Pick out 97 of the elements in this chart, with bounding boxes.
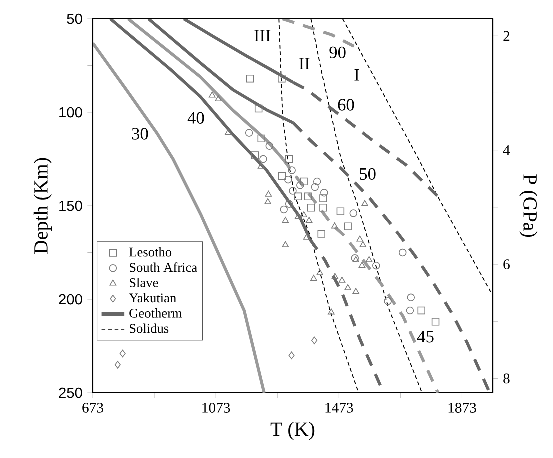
point xyxy=(246,74,254,83)
point xyxy=(318,230,326,238)
point xyxy=(289,187,297,195)
point xyxy=(224,129,232,136)
annotation: 30 xyxy=(132,128,148,140)
point xyxy=(313,178,322,186)
y2-tick-label: 2 xyxy=(504,31,510,41)
annotation: II xyxy=(299,58,310,70)
point xyxy=(266,142,274,150)
point xyxy=(398,248,407,257)
point xyxy=(336,208,345,216)
point xyxy=(432,318,440,326)
point xyxy=(356,236,364,242)
y2-tick-label: 8 xyxy=(504,374,510,384)
point xyxy=(215,96,222,102)
y-tick-label: 200 xyxy=(59,294,82,305)
point xyxy=(284,176,292,184)
point xyxy=(303,234,310,240)
point xyxy=(320,204,328,212)
point xyxy=(358,262,366,268)
point xyxy=(418,306,426,315)
point xyxy=(300,211,308,218)
point xyxy=(285,155,294,164)
point xyxy=(288,166,296,174)
point xyxy=(320,189,328,197)
point xyxy=(278,74,286,83)
point xyxy=(208,92,216,98)
point xyxy=(332,273,339,280)
point xyxy=(360,241,367,248)
point xyxy=(278,172,286,180)
point xyxy=(366,256,373,262)
annotation: 90 xyxy=(330,46,346,59)
point xyxy=(331,222,338,229)
y2-tick-label: 6 xyxy=(504,260,510,270)
point xyxy=(350,210,358,218)
y2-axis-title: P (GPa) xyxy=(520,174,538,238)
point xyxy=(406,306,414,315)
point xyxy=(280,206,288,214)
legend-label: Geotherm xyxy=(130,308,182,318)
point xyxy=(251,152,260,160)
point xyxy=(316,269,324,276)
y-tick-label: 250 xyxy=(59,388,82,398)
point xyxy=(300,178,308,186)
point xyxy=(254,104,263,113)
annotation: 60 xyxy=(338,99,354,111)
point xyxy=(282,217,290,224)
point xyxy=(282,241,290,248)
y-tick-label: 50 xyxy=(67,14,82,24)
point xyxy=(258,162,265,169)
annotation: I xyxy=(354,69,360,81)
point xyxy=(260,155,268,164)
point xyxy=(120,350,126,358)
annotation: III xyxy=(254,30,271,42)
point xyxy=(285,200,294,208)
point xyxy=(320,194,328,202)
y-tick-label: 150 xyxy=(60,200,82,212)
point xyxy=(384,298,392,306)
point xyxy=(304,192,312,201)
point xyxy=(407,294,416,302)
point xyxy=(312,336,318,345)
point xyxy=(294,192,302,201)
x-tick-label: 1473 xyxy=(326,403,354,413)
point xyxy=(372,262,380,270)
line-series xyxy=(93,42,266,394)
x-axis-title: T (K) xyxy=(270,422,315,440)
point xyxy=(288,352,295,360)
point xyxy=(338,276,346,283)
point xyxy=(294,213,302,220)
point xyxy=(344,222,352,230)
y2-tick-label: 4 xyxy=(503,146,510,156)
legend-label: Solidus xyxy=(130,324,169,334)
annotation: 40 xyxy=(188,112,204,124)
point xyxy=(258,134,266,143)
legend-label: South Africa xyxy=(130,262,198,272)
point xyxy=(352,288,360,294)
point xyxy=(311,183,320,192)
y-axis-title: Depth (Km) xyxy=(34,158,52,254)
point xyxy=(328,308,335,315)
point xyxy=(264,198,272,204)
point xyxy=(114,361,121,369)
y-tick-label: 100 xyxy=(60,107,82,118)
legend-label: Lesotho xyxy=(129,247,172,257)
point xyxy=(245,129,254,137)
point xyxy=(362,200,368,206)
point xyxy=(296,182,304,190)
x-tick-label: 673 xyxy=(82,403,104,413)
point xyxy=(310,275,318,282)
point xyxy=(307,204,316,212)
legend-label: Slave xyxy=(130,278,158,288)
legend-label: Yakutian xyxy=(129,293,176,303)
point xyxy=(306,217,313,224)
annotation: 50 xyxy=(360,168,376,180)
x-tick-label: 1073 xyxy=(202,403,230,413)
x-tick-label: 1873 xyxy=(448,403,476,413)
point xyxy=(265,190,272,197)
annotation: 45 xyxy=(417,331,434,343)
point xyxy=(344,284,352,290)
